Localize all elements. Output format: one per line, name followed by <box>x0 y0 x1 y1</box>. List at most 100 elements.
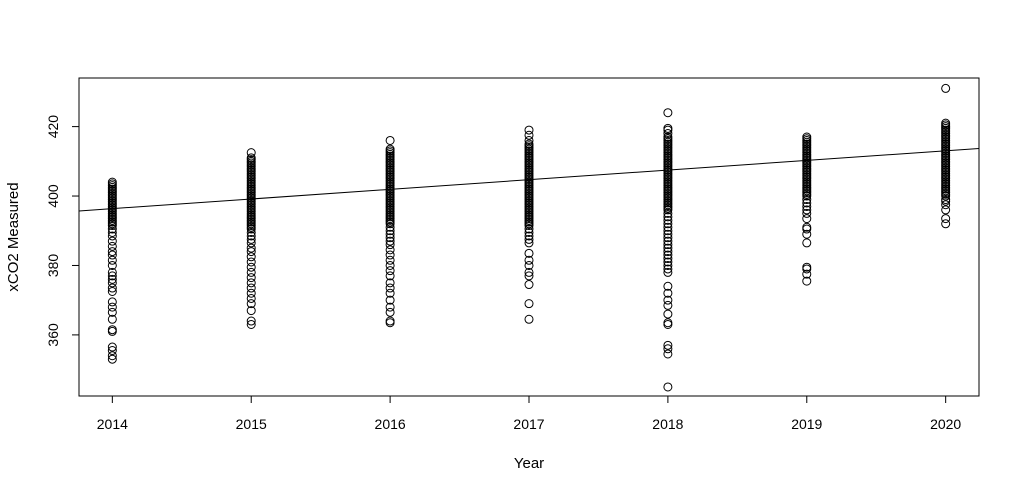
data-point-2016-18 <box>385 226 395 236</box>
data-point-2014-16 <box>107 260 117 270</box>
data-point-2016-0 <box>385 318 395 328</box>
data-point-2015-3 <box>246 299 256 309</box>
data-point-2016-63 <box>385 144 395 154</box>
data-point-2018-11 <box>663 267 673 277</box>
data-point-2014-19 <box>107 247 117 257</box>
data-point-2014-4 <box>107 326 117 336</box>
data-point-2018-15 <box>663 254 673 264</box>
data-point-2016-3 <box>385 302 395 312</box>
x-axis-title: Year <box>514 455 544 472</box>
data-point-2018-12 <box>663 264 673 274</box>
data-point-2017-10 <box>524 231 534 241</box>
points-layer <box>107 83 951 392</box>
data-point-2018-3 <box>663 340 673 350</box>
y-axis: 360 380 400 420 <box>45 115 80 347</box>
data-point-2018-0 <box>663 382 673 392</box>
data-point-2015-7 <box>246 278 256 288</box>
data-point-2014-24 <box>107 224 117 234</box>
y-tick-label-360: 360 <box>45 323 61 347</box>
data-point-2018-2 <box>663 344 673 354</box>
data-point-2018-8 <box>663 295 673 305</box>
data-point-2014-6 <box>107 314 117 324</box>
data-point-2015-0 <box>246 319 256 329</box>
y-axis-title: xCO2 Measured <box>5 182 22 291</box>
data-point-2014-17 <box>107 255 117 265</box>
data-point-2014-21 <box>107 236 117 246</box>
data-point-2019-13 <box>802 195 812 205</box>
data-point-2014-7 <box>107 307 117 317</box>
x-tick-label-2018: 2018 <box>652 416 683 432</box>
data-point-2018-5 <box>663 318 673 328</box>
data-point-2018-1 <box>663 349 673 359</box>
data-point-2015-15 <box>246 238 256 248</box>
data-point-2016-2 <box>385 307 395 317</box>
data-point-2015-12 <box>246 252 256 262</box>
data-point-2017-61 <box>524 135 534 145</box>
x-tick-label-2014: 2014 <box>97 416 128 432</box>
data-point-2015-18 <box>246 227 256 237</box>
data-point-2016-17 <box>385 229 395 239</box>
data-point-2016-8 <box>385 271 395 281</box>
data-point-2017-7 <box>524 248 534 258</box>
data-point-2015-61 <box>246 148 256 158</box>
data-point-2014-15 <box>107 267 117 277</box>
data-point-2015-13 <box>246 247 256 257</box>
data-point-2019-7 <box>802 222 812 232</box>
data-point-2017-3 <box>524 271 534 281</box>
data-point-2019-1 <box>802 269 812 279</box>
y-tick-label-380: 380 <box>45 254 61 278</box>
data-point-2017-63 <box>524 125 534 135</box>
data-point-2016-16 <box>385 233 395 243</box>
data-point-2015-17 <box>246 231 256 241</box>
data-point-2019-11 <box>802 201 812 211</box>
data-point-2019-2 <box>802 264 812 274</box>
data-point-2018-72 <box>663 129 673 139</box>
regression-line <box>78 147 980 212</box>
x-axis: 2014 2015 2016 2017 2018 2019 2020 <box>97 395 961 432</box>
data-point-2018-19 <box>663 240 673 250</box>
data-point-2017-6 <box>524 255 534 265</box>
data-point-2016-5 <box>385 288 395 298</box>
data-point-2020-5 <box>941 195 951 205</box>
data-point-2015-6 <box>246 283 256 293</box>
data-point-2014-9 <box>107 297 117 307</box>
data-point-2016-19 <box>385 222 395 232</box>
data-point-2016-6 <box>385 283 395 293</box>
x-tick-label-2020: 2020 <box>930 416 961 432</box>
data-point-2015-9 <box>246 267 256 277</box>
data-point-2020-2 <box>941 205 951 215</box>
data-point-2015-11 <box>246 257 256 267</box>
data-point-2016-64 <box>385 135 395 145</box>
data-point-2016-13 <box>385 245 395 255</box>
data-point-2015-16 <box>246 234 256 244</box>
data-point-2016-11 <box>385 255 395 265</box>
data-point-2018-20 <box>663 236 673 246</box>
data-point-2017-12 <box>524 224 534 234</box>
data-point-2018-71 <box>663 132 673 142</box>
data-point-2018-10 <box>663 281 673 291</box>
data-point-2015-60 <box>246 153 256 163</box>
data-point-2017-9 <box>524 234 534 244</box>
data-point-2018-27 <box>663 212 673 222</box>
data-point-2019-9 <box>802 208 812 218</box>
x-tick-label-2016: 2016 <box>375 416 406 432</box>
data-point-2018-4 <box>663 319 673 329</box>
data-point-2016-7 <box>385 278 395 288</box>
data-point-2016-15 <box>385 236 395 246</box>
data-point-2018-22 <box>663 229 673 239</box>
data-point-2014-12 <box>107 278 117 288</box>
data-point-2014-1 <box>107 351 117 361</box>
data-point-2019-4 <box>802 238 812 248</box>
data-point-2019-0 <box>802 276 812 286</box>
data-point-2018-26 <box>663 215 673 225</box>
data-point-2020-1 <box>941 214 951 224</box>
data-point-2016-4 <box>385 295 395 305</box>
data-point-2020-49 <box>941 83 951 93</box>
data-point-2018-18 <box>663 243 673 253</box>
data-point-2018-14 <box>663 257 673 267</box>
data-point-2016-9 <box>385 266 395 276</box>
data-point-2019-3 <box>802 262 812 272</box>
y-tick-label-420: 420 <box>45 115 61 139</box>
data-point-2014-23 <box>107 227 117 237</box>
